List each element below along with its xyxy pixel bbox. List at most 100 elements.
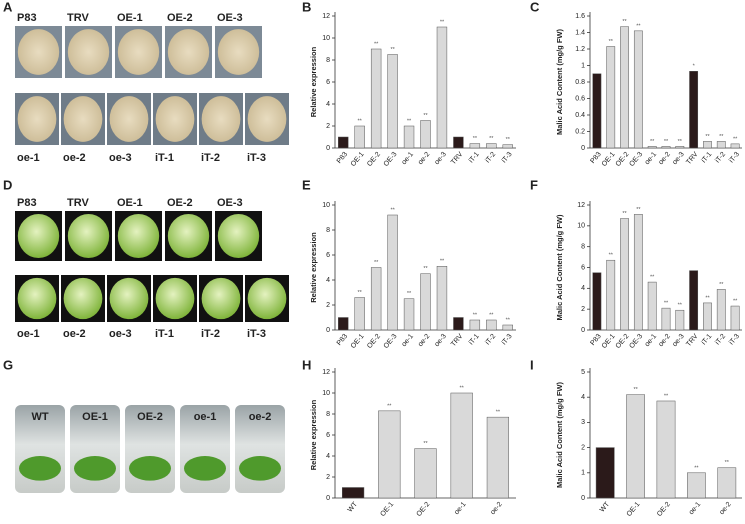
x-tick-label: TRV — [450, 333, 464, 348]
sample — [155, 277, 195, 320]
bar — [338, 136, 349, 149]
x-tick-label: OE-2 — [615, 333, 631, 350]
y-tick-label: 0 — [326, 145, 330, 152]
sample — [17, 96, 57, 142]
x-tick-label: oe-1 — [688, 501, 702, 516]
bar — [675, 146, 685, 149]
photo-label: oe-3 — [109, 152, 132, 164]
photo-label: oe-3 — [109, 328, 132, 340]
y-tick-label: 4 — [581, 394, 585, 401]
bar — [469, 319, 481, 331]
photo-label: oe-2 — [63, 328, 86, 340]
y-tick-label: 6 — [326, 79, 330, 86]
significance: ** — [622, 211, 627, 217]
significance: ** — [407, 291, 412, 297]
y-tick-label: 0.4 — [575, 112, 585, 119]
photo-label: TRV — [67, 12, 89, 24]
photo-label: iT-2 — [201, 152, 220, 164]
bar — [703, 141, 712, 149]
significance: ** — [506, 137, 511, 143]
sample — [63, 96, 103, 142]
y-tick-label: 1.6 — [575, 13, 585, 20]
photo-label: iT-1 — [155, 328, 174, 340]
bar — [453, 136, 464, 149]
significance: ** — [423, 266, 428, 272]
y-tick-label: 0.8 — [575, 79, 585, 86]
sample — [167, 29, 210, 75]
x-tick-label: OE-2 — [615, 151, 631, 168]
y-tick-label: 0 — [326, 495, 330, 502]
x-tick-label: iT-2 — [714, 333, 727, 347]
bar — [370, 267, 382, 331]
significance: ** — [473, 312, 478, 318]
significance: ** — [733, 136, 738, 142]
x-tick-label: WT — [347, 500, 360, 513]
x-tick-label: OE-3 — [383, 151, 399, 168]
bar — [486, 319, 497, 331]
y-tick-label: 2 — [326, 474, 330, 481]
x-tick-label: oe-3 — [434, 151, 448, 166]
bar — [436, 26, 448, 149]
y-tick-label: 1.4 — [575, 29, 585, 36]
x-tick-label: TRV — [450, 151, 464, 166]
x-tick-label: OE-1 — [350, 333, 366, 350]
y-tick-label: 2 — [581, 306, 585, 313]
y-tick-label: 0.6 — [575, 95, 585, 102]
bar — [403, 125, 415, 149]
x-tick-label: P83 — [336, 151, 349, 165]
sample — [67, 29, 110, 75]
photo-label: iT-3 — [247, 152, 266, 164]
bar — [716, 289, 726, 331]
significance: ** — [719, 282, 724, 288]
x-tick-label: oe-1 — [401, 333, 415, 348]
bar — [486, 143, 497, 149]
y-tick-label: 1 — [581, 470, 585, 477]
photo-label: TRV — [67, 197, 89, 209]
x-tick-label: oe-1 — [401, 151, 415, 166]
x-tick-label: iT-3 — [501, 151, 514, 165]
panel-letter: H — [302, 357, 311, 372]
significance: ** — [725, 460, 730, 466]
significance: ** — [390, 47, 395, 53]
sample — [109, 96, 149, 142]
sample — [109, 277, 149, 320]
x-tick-label: iT-2 — [484, 333, 497, 347]
sample — [217, 29, 260, 75]
x-tick-label: iT-2 — [714, 151, 727, 165]
bar — [436, 266, 448, 331]
x-tick-label: oe-1 — [453, 501, 467, 516]
photo-label: oe-2 — [249, 411, 272, 423]
photo-label: iT-1 — [155, 152, 174, 164]
y-tick-label: 3 — [581, 419, 585, 426]
bar — [378, 410, 401, 499]
y-tick-label: 0 — [581, 145, 585, 152]
significance: ** — [374, 260, 379, 266]
x-tick-label: iT-3 — [728, 151, 741, 165]
photo-label: OE-1 — [117, 12, 143, 24]
bar — [414, 448, 437, 499]
y-tick-label: 1.2 — [575, 46, 585, 53]
x-tick-label: OE-1 — [626, 501, 642, 518]
sample — [247, 96, 287, 142]
x-tick-label: iT-1 — [701, 333, 714, 347]
sample — [67, 214, 110, 258]
significance: ** — [622, 19, 627, 25]
significance: ** — [358, 290, 363, 296]
panel-letter: C — [530, 0, 540, 14]
bar — [606, 46, 616, 149]
bar — [354, 125, 365, 149]
bar — [469, 143, 481, 149]
sample — [155, 96, 195, 142]
sample — [167, 214, 210, 258]
bar — [595, 447, 615, 499]
x-tick-label: oe-2 — [658, 333, 672, 348]
bar — [592, 73, 602, 149]
significance: ** — [609, 253, 614, 259]
significance: ** — [650, 139, 655, 145]
photo-label: iT-3 — [247, 328, 266, 340]
significance: ** — [440, 259, 445, 265]
bar — [675, 309, 685, 331]
x-tick-label: OE-2 — [366, 151, 382, 168]
significance: ** — [506, 317, 511, 323]
x-tick-label: P83 — [336, 333, 349, 347]
